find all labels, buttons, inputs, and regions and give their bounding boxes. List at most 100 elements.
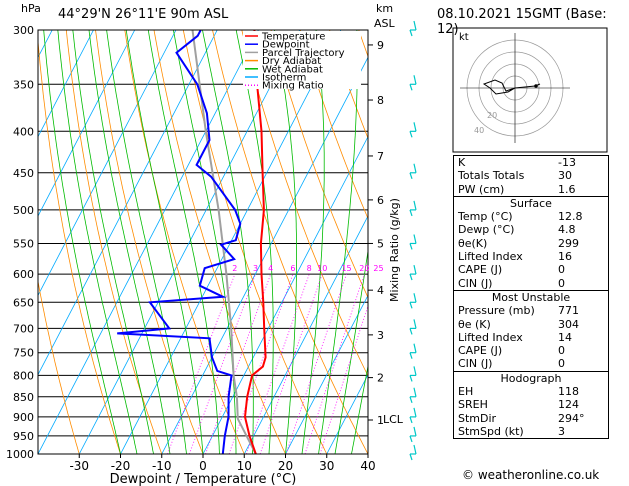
surface-value: 12.8 bbox=[558, 210, 583, 224]
legend-label: Temperature bbox=[261, 32, 325, 43]
legend-label: Wet Adiabat bbox=[262, 64, 323, 75]
pressure-tick-label: 700 bbox=[13, 322, 34, 335]
temperature-tick-label: 40 bbox=[360, 459, 375, 473]
mixing-ratio-line bbox=[285, 273, 347, 454]
most-unstable-row: Pressure (mb) 771 bbox=[454, 304, 608, 317]
hodograph-row: StmSpd (kt) 3 bbox=[454, 425, 608, 438]
most-unstable-row: CAPE (J) 0 bbox=[454, 344, 608, 357]
lcl-label: LCL bbox=[383, 413, 404, 426]
wet-adiabat bbox=[147, 30, 220, 454]
surface-label: Lifted Index bbox=[458, 250, 523, 264]
temperature-tick-label: 20 bbox=[278, 459, 293, 473]
wet-adiabat bbox=[88, 30, 171, 454]
wet-adiabat bbox=[72, 30, 154, 454]
wind-barb bbox=[409, 319, 417, 335]
surface-value: 4.8 bbox=[558, 223, 576, 237]
hodograph: kt 40 20 bbox=[452, 27, 608, 153]
most-unstable-row: Lifted Index 14 bbox=[454, 331, 608, 344]
wet-adiabat bbox=[202, 30, 254, 454]
hodograph-value: 118 bbox=[558, 385, 579, 399]
km-tick-label: 1 bbox=[377, 414, 384, 427]
datetime-title: 08.10.2021 15GMT (Base: 12) bbox=[437, 7, 607, 37]
hodograph-row: EH 118 bbox=[454, 385, 608, 398]
pressure-tick-label: 950 bbox=[13, 430, 34, 443]
dewpoint-line bbox=[117, 30, 242, 454]
wet-adiabat bbox=[274, 30, 297, 454]
index-label: PW (cm) bbox=[458, 182, 505, 196]
wind-barb bbox=[409, 122, 417, 138]
dry-adiabat bbox=[38, 279, 80, 454]
pressure-tick-label: 900 bbox=[13, 411, 34, 424]
temperature-tick-label: 10 bbox=[237, 459, 252, 473]
mixing-ratio-label: 8 bbox=[307, 264, 312, 273]
legend-box bbox=[243, 31, 361, 89]
wet-adiabat bbox=[351, 364, 368, 454]
wind-barb bbox=[409, 444, 417, 461]
wet-adiabat bbox=[334, 248, 368, 454]
mixing-ratio-line bbox=[304, 273, 365, 454]
location-title: 44°29'N 26°11'E 90m ASL bbox=[58, 7, 229, 22]
km-tick-label: 2 bbox=[377, 372, 384, 385]
mixing-ratio-labels: 2 3 4 6 8 10 15 20 25 bbox=[232, 264, 383, 273]
surface-label: Dewp (°C) bbox=[458, 223, 515, 237]
hodograph-ring-40: 40 bbox=[474, 126, 484, 135]
wet-adiabat bbox=[318, 30, 358, 454]
wet-adiabat bbox=[43, 30, 121, 454]
most-unstable-value: 771 bbox=[558, 304, 579, 318]
dry-adiabat bbox=[153, 30, 286, 454]
dry-adiabat bbox=[124, 30, 245, 454]
mixing-ratio-label: 25 bbox=[373, 264, 383, 273]
surface-label: CIN (J) bbox=[458, 276, 493, 290]
pressure-tick-label: 350 bbox=[13, 78, 34, 91]
surface-value: 299 bbox=[558, 236, 579, 250]
dry-adiabat bbox=[38, 36, 121, 454]
most-unstable-value: 304 bbox=[558, 317, 579, 331]
surface-row: CAPE (J) 0 bbox=[454, 263, 608, 276]
most-unstable-label: CIN (J) bbox=[458, 357, 493, 371]
legend-label: Parcel Trajectory bbox=[262, 48, 345, 59]
mixing-ratio-line bbox=[189, 273, 256, 454]
hodograph-label: StmDir bbox=[458, 411, 497, 425]
isotherm-line bbox=[0, 30, 11, 454]
hodograph-value: 294° bbox=[558, 411, 585, 425]
wind-barb bbox=[409, 234, 417, 250]
legend-label: Isotherm bbox=[262, 73, 306, 84]
hpa-label: hPa bbox=[21, 2, 41, 15]
wind-barb bbox=[409, 343, 417, 359]
background-lines bbox=[0, 30, 368, 454]
dry-adiabat bbox=[182, 30, 328, 454]
mixing-ratio-label: 10 bbox=[317, 264, 327, 273]
wet-adiabat bbox=[125, 30, 204, 454]
km-tick-label: 4 bbox=[377, 284, 384, 297]
index-row: K -13 bbox=[454, 156, 608, 169]
x-axis-label: Dewpoint / Temperature (°C) bbox=[110, 472, 297, 486]
legend-label: Dry Adiabat bbox=[262, 56, 321, 67]
km-tick-label: 7 bbox=[377, 150, 384, 163]
index-row: PW (cm) 1.6 bbox=[454, 183, 608, 196]
pressure-tick-label: 800 bbox=[13, 369, 34, 382]
wet-adiabat bbox=[57, 30, 138, 454]
isotherm-line bbox=[243, 215, 368, 454]
temperature-tick-label: -10 bbox=[152, 459, 172, 473]
surface-label: Temp (°C) bbox=[458, 210, 513, 224]
hodograph-label: StmSpd (kt) bbox=[458, 424, 524, 438]
hodograph-trace bbox=[482, 79, 541, 95]
wind-barb bbox=[409, 366, 417, 382]
most-unstable-value: 0 bbox=[558, 357, 565, 371]
isotherm-line bbox=[38, 30, 94, 138]
pressure-tick-label: 850 bbox=[13, 391, 34, 404]
pressure-tick-label: 750 bbox=[13, 347, 34, 360]
isotherm-line bbox=[161, 56, 368, 454]
mixing-ratio-label: 4 bbox=[268, 264, 273, 273]
most-unstable-label: Lifted Index bbox=[458, 330, 523, 344]
most-unstable-label: CAPE (J) bbox=[458, 344, 503, 358]
km-label: km bbox=[376, 2, 393, 15]
index-label: K bbox=[458, 156, 466, 169]
wind-barb bbox=[409, 163, 417, 179]
isotherm-line bbox=[202, 135, 368, 454]
hodograph-label: EH bbox=[458, 385, 474, 399]
hodograph-ring-20: 20 bbox=[487, 111, 497, 120]
most-unstable-row: θe (K) 304 bbox=[454, 318, 608, 331]
wind-barbs bbox=[409, 20, 417, 461]
